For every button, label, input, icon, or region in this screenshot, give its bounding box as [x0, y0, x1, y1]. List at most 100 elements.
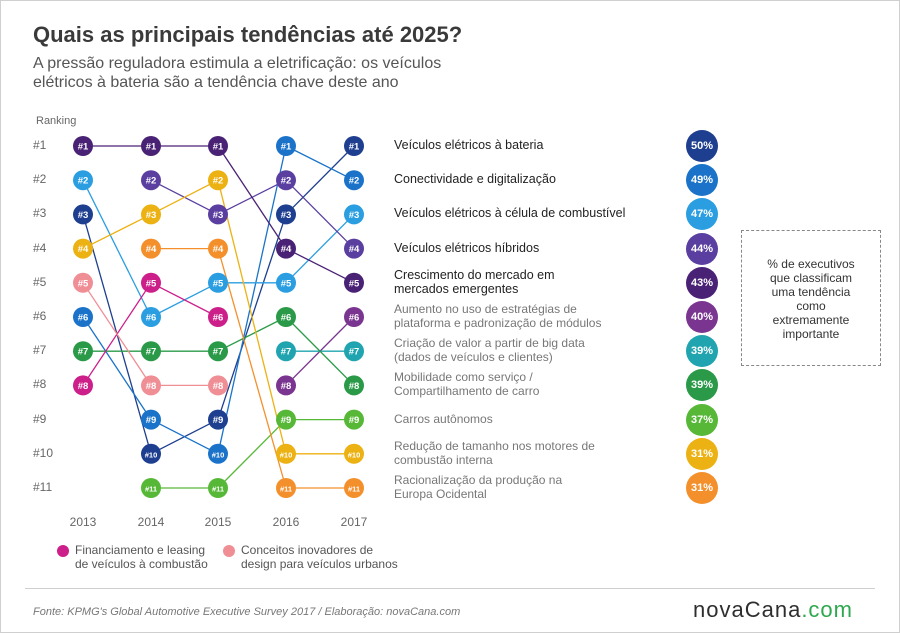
rank-marker: #10: [208, 443, 228, 464]
rank-marker-label: #10: [348, 450, 361, 459]
rank-marker-label: #2: [213, 176, 224, 187]
rank-marker-circle: [344, 478, 364, 498]
series-line-segment: [82, 316, 152, 420]
rank-marker: #6: [73, 307, 93, 327]
rank-marker-circle: [344, 136, 364, 156]
year-label: 2013: [69, 515, 97, 529]
rank-marker-label: #5: [78, 278, 89, 289]
rank-marker-circle: [73, 170, 93, 191]
rank-marker-circle: [208, 409, 228, 430]
y-axis-label: Ranking: [36, 115, 77, 127]
category-label: Racionalização da produção na Europa Oci…: [394, 473, 563, 501]
rank-label: #8: [33, 377, 47, 392]
rank-marker: #1: [276, 136, 296, 156]
series-line-segment: [217, 419, 287, 489]
rank-marker-circle: [276, 478, 296, 498]
rank-marker-circle: [73, 307, 93, 327]
category-label: Aumento no uso de estratégias de platafo…: [394, 302, 602, 330]
series-line-segment: [217, 248, 287, 489]
rank-marker-label: #8: [78, 381, 89, 392]
rank-marker-circle: [73, 375, 93, 396]
rank-marker-label: #7: [213, 347, 224, 358]
rank-marker-label: #11: [212, 485, 224, 494]
percentage-badge: 44%: [686, 232, 718, 265]
chart-title: Quais as principais tendências até 2025?: [33, 22, 463, 47]
rank-marker-label: #4: [349, 244, 360, 255]
rank-marker: #10: [276, 443, 296, 464]
rank-marker-label: #3: [281, 210, 292, 221]
rank-marker-circle: [141, 478, 161, 498]
category-label: Mobilidade como serviço / Compartilhamen…: [394, 370, 540, 399]
rank-label: #9: [33, 411, 47, 426]
rank-marker-label: #8: [349, 381, 360, 392]
rank-marker: #3: [141, 204, 161, 225]
rank-marker-circle: [208, 307, 228, 327]
rank-marker-label: #9: [213, 415, 224, 426]
rank-marker-circle: [73, 136, 93, 156]
series-line-segment: [82, 213, 152, 250]
rank-marker-circle: [344, 443, 364, 464]
rank-marker-circle: [141, 136, 161, 156]
rank-marker-circle: [141, 341, 161, 362]
rank-marker-circle: [276, 238, 296, 259]
rank-marker-circle: [276, 272, 296, 293]
note-box: % de executivos que classificam uma tend…: [741, 230, 881, 366]
rank-marker-label: #11: [280, 485, 292, 494]
rank-marker-circle: [141, 409, 161, 430]
rank-marker: #1: [208, 136, 228, 156]
rank-marker-label: #6: [213, 313, 224, 324]
rank-marker-circle: [208, 136, 228, 156]
rank-marker: #10: [344, 443, 364, 464]
footer-divider: [25, 588, 875, 589]
rank-marker-circle: [344, 272, 364, 293]
rank-marker-label: #6: [146, 313, 157, 324]
rank-marker-label: #2: [349, 176, 360, 187]
category-label: Veículos elétricos à célula de combustív…: [394, 206, 626, 221]
category-label: Veículos elétricos à bateria: [394, 138, 544, 152]
rank-marker-label: #3: [146, 210, 157, 221]
rank-marker-circle: [208, 170, 228, 191]
percentage-badge: 39%: [686, 369, 718, 402]
rank-marker: #6: [208, 307, 228, 327]
rank-marker-circle: [344, 238, 364, 259]
rank-marker-circle: [141, 375, 161, 396]
rank-marker: #3: [344, 204, 364, 225]
percentage-badge: 37%: [686, 403, 718, 436]
rank-marker-circle: [73, 204, 93, 225]
rank-label: #5: [33, 274, 47, 289]
rank-marker-circle: [208, 272, 228, 293]
rank-marker-label: #5: [349, 278, 360, 289]
rank-marker: #6: [276, 307, 296, 327]
rank-marker: #1: [141, 136, 161, 156]
brand-name: novaCana: [693, 597, 802, 622]
chart-subtitle: A pressão reguladora estimula a eletrifi…: [33, 55, 442, 91]
series-line-segment: [285, 213, 355, 284]
rank-marker-label: #4: [78, 244, 89, 255]
series-line-segment: [217, 316, 287, 352]
legend-dot-financiamento: [57, 545, 69, 557]
rank-marker: #9: [276, 409, 296, 430]
rank-marker: #11: [208, 478, 228, 498]
rank-marker: #5: [276, 272, 296, 293]
rank-marker-circle: [344, 409, 364, 430]
rank-marker-circle: [208, 204, 228, 225]
rank-marker-circle: [276, 409, 296, 430]
rank-marker-circle: [208, 478, 228, 498]
category-label: Conectividade e digitalização: [394, 172, 556, 187]
rank-label: #11: [33, 480, 53, 494]
rank-marker: #2: [73, 170, 93, 191]
rank-marker: #5: [344, 272, 364, 293]
rank-marker-label: #9: [349, 415, 360, 426]
rank-marker: #4: [276, 238, 296, 259]
legend-item-financiamento: Financiamento e leasing de veículos à co…: [75, 543, 208, 571]
rank-marker: #4: [141, 238, 161, 259]
rank-marker-label: #2: [146, 176, 157, 187]
rank-marker: #8: [276, 375, 296, 396]
rank-marker-label: #10: [212, 450, 225, 459]
rank-marker-label: #6: [281, 313, 292, 324]
rank-marker-circle: [73, 341, 93, 362]
year-label: 2014: [137, 515, 165, 529]
rank-marker-label: #4: [213, 244, 224, 255]
rank-marker: #4: [208, 238, 228, 259]
category-label: Carros autônomos: [394, 411, 493, 426]
